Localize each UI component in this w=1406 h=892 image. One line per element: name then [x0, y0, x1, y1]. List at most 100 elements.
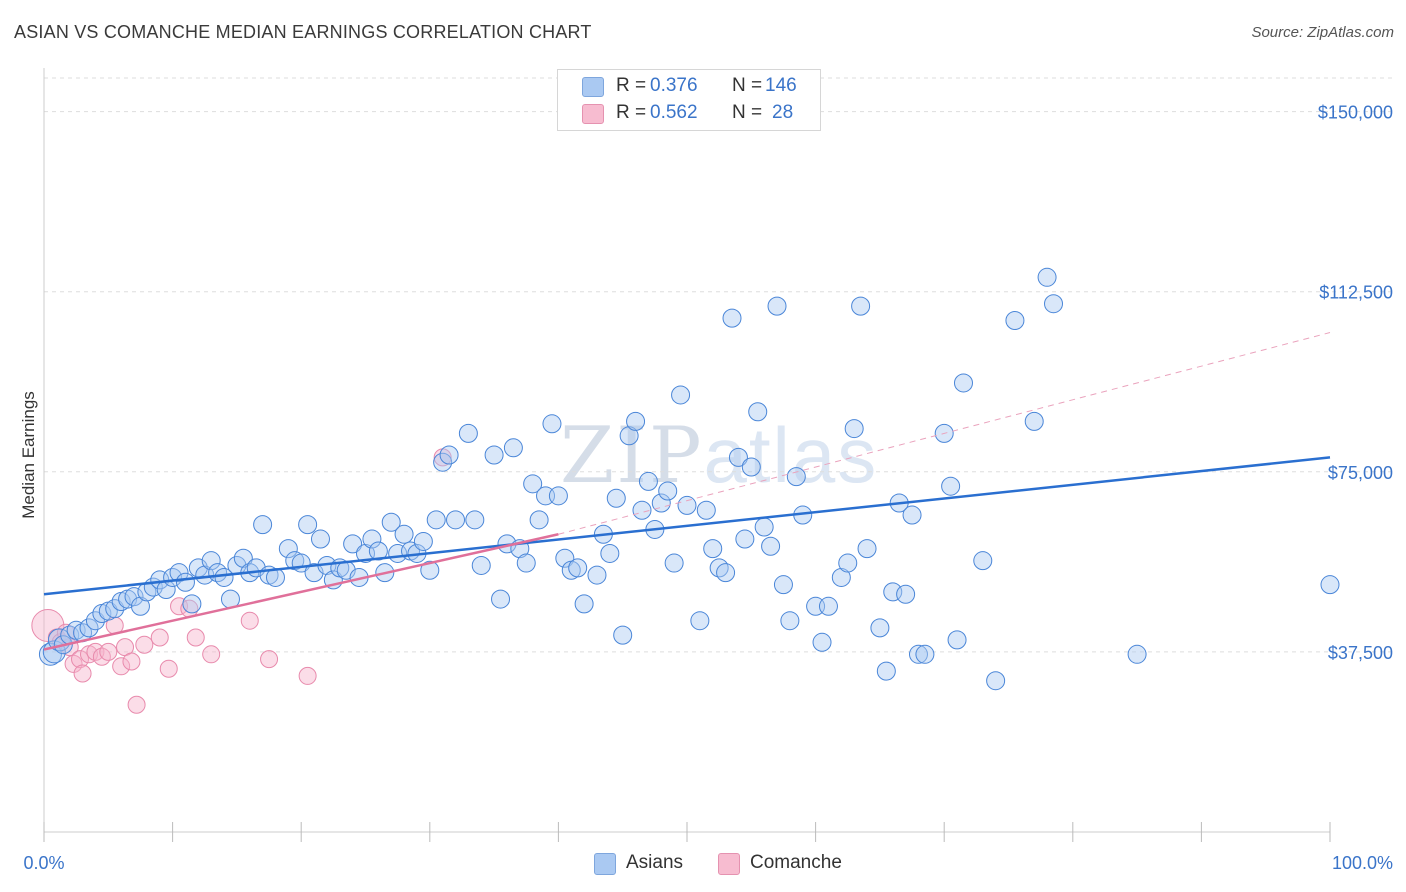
- asians-point: [735, 529, 755, 549]
- asians-point: [381, 512, 401, 532]
- asians-point: [754, 517, 774, 537]
- asians-trend-line: [43, 456, 1331, 596]
- bottom-legend-label: Comanche: [750, 852, 842, 873]
- axes: [43, 68, 1331, 842]
- asians-point: [786, 467, 806, 487]
- asians-point: [696, 500, 716, 520]
- asians-point: [812, 632, 832, 652]
- asians-point: [426, 510, 446, 530]
- comanche-point: [159, 659, 178, 678]
- asians-point: [761, 536, 781, 556]
- legend-swatch-asians: [582, 77, 604, 97]
- asians-point: [613, 625, 633, 645]
- asians-point: [85, 611, 105, 631]
- asians-point: [838, 553, 858, 573]
- asians-point: [632, 500, 652, 520]
- asians-point: [606, 488, 626, 508]
- asians-point: [728, 447, 748, 467]
- asians-point: [555, 548, 575, 568]
- legend-n-value: 146: [765, 75, 797, 96]
- asians-point: [677, 495, 697, 515]
- asians-point: [973, 551, 993, 571]
- asians-point: [439, 445, 459, 465]
- asians-point: [658, 481, 678, 501]
- y-axis-title: Median Earnings: [19, 391, 38, 519]
- asians-point: [1024, 411, 1044, 431]
- legend-n-label: N =: [732, 75, 763, 96]
- asians-points: [38, 267, 1340, 691]
- asians-point: [709, 558, 729, 578]
- asians-point: [915, 644, 935, 664]
- comanche-point: [260, 650, 279, 669]
- asians-point: [368, 541, 388, 561]
- asians-point: [1127, 644, 1147, 664]
- asians-point: [986, 671, 1006, 691]
- asians-point: [587, 565, 607, 585]
- watermark: ZIPatlas: [560, 411, 879, 501]
- asians-point: [201, 551, 221, 571]
- legend-n-value: 28: [772, 102, 794, 123]
- asians-point: [851, 296, 871, 316]
- asians-point: [876, 661, 896, 681]
- y-tick-label: $112,500: [1319, 283, 1393, 303]
- source-note: Source: ZipAtlas.com: [1251, 24, 1394, 41]
- comanche-point: [240, 611, 259, 630]
- comanche-point: [127, 695, 146, 714]
- comanche-point: [135, 635, 154, 654]
- asians-point: [818, 596, 838, 616]
- legend-r-label: R =: [616, 75, 647, 96]
- legend-r-label: R =: [616, 102, 647, 123]
- x-tick-label: 0.0%: [23, 853, 64, 873]
- asians-point: [233, 548, 253, 568]
- asians-point: [716, 563, 736, 583]
- y-tick-label: $37,500: [1328, 643, 1393, 663]
- asians-point: [671, 385, 691, 405]
- asians-point: [1044, 294, 1064, 314]
- tick-labels: $37,500 $75,000 $112,500 $150,000 0.0% 100.0%: [23, 103, 1393, 873]
- y-tick-label: $150,000: [1318, 103, 1393, 123]
- asians-point: [278, 539, 298, 559]
- asians-point: [831, 567, 851, 587]
- asians-point: [182, 594, 202, 614]
- asians-point: [471, 555, 491, 575]
- legend: R = 0.376 N = 146 R = 0.562 N = 28: [557, 69, 821, 131]
- asians-point: [870, 618, 890, 638]
- asians-point: [780, 611, 800, 631]
- swatch-asians: [594, 853, 616, 875]
- asians-point: [446, 510, 466, 530]
- asians-point: [523, 474, 543, 494]
- asians-point: [908, 644, 928, 664]
- legend-r-value: 0.376: [650, 75, 698, 96]
- asians-point: [542, 414, 562, 434]
- asians-point: [484, 445, 504, 465]
- swatch-comanche: [718, 853, 740, 875]
- asians-point: [857, 539, 877, 559]
- comanche-point: [202, 645, 221, 664]
- asians-point: [953, 373, 973, 393]
- asians-point: [844, 419, 864, 439]
- asians-point: [1037, 267, 1057, 287]
- asians-point: [169, 563, 189, 583]
- asians-point: [491, 589, 511, 609]
- asians-point: [298, 515, 318, 535]
- asians-point: [568, 558, 588, 578]
- asians-point: [516, 553, 536, 573]
- asians-point: [362, 529, 382, 549]
- asians-point: [529, 510, 549, 530]
- comanche-point: [298, 666, 317, 685]
- asians-point: [941, 476, 961, 496]
- asians-point: [130, 596, 150, 616]
- asians-point: [458, 423, 478, 443]
- asians-point: [767, 296, 787, 316]
- asians-point: [896, 584, 916, 604]
- asians-point: [253, 515, 273, 535]
- asians-point: [638, 471, 658, 491]
- asians-point: [690, 611, 710, 631]
- asians-point: [703, 539, 723, 559]
- asians-point: [1005, 311, 1025, 331]
- asians-point: [600, 543, 620, 563]
- asians-point: [465, 510, 485, 530]
- comanche-point: [71, 650, 90, 669]
- bottom-legend-label: Asians: [626, 852, 684, 873]
- asians-point: [741, 457, 761, 477]
